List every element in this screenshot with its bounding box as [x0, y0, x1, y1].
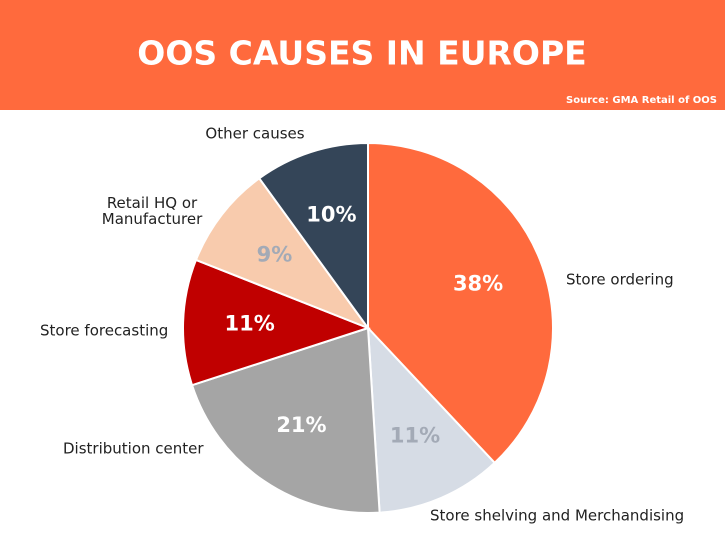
value-label: 11%: [225, 311, 275, 335]
pie-slice: [366, 325, 497, 514]
chart-title: OOS CAUSES IN EUROPE: [137, 34, 586, 73]
category-label: Store ordering: [566, 271, 674, 289]
category-label: Distribution center: [63, 440, 204, 458]
pie-slice: [182, 258, 371, 387]
category-label: Retail HQ or Manufacturer: [102, 194, 203, 228]
pie-slice: [367, 141, 554, 465]
source-note: Source: GMA Retail of OOS: [566, 95, 717, 106]
value-label: 9%: [257, 242, 293, 266]
value-label: 11%: [390, 424, 440, 448]
value-label: 21%: [276, 413, 326, 437]
pie-slice: [194, 176, 371, 331]
pie-slice: [190, 326, 381, 514]
category-label: Store forecasting: [40, 322, 168, 340]
value-label: 10%: [306, 202, 356, 226]
category-label: Store shelving and Merchandising: [430, 507, 684, 525]
pie-slice: [257, 141, 369, 332]
category-label: Other causes: [205, 125, 304, 143]
header-band: [0, 0, 725, 110]
value-label: 38%: [453, 271, 503, 295]
